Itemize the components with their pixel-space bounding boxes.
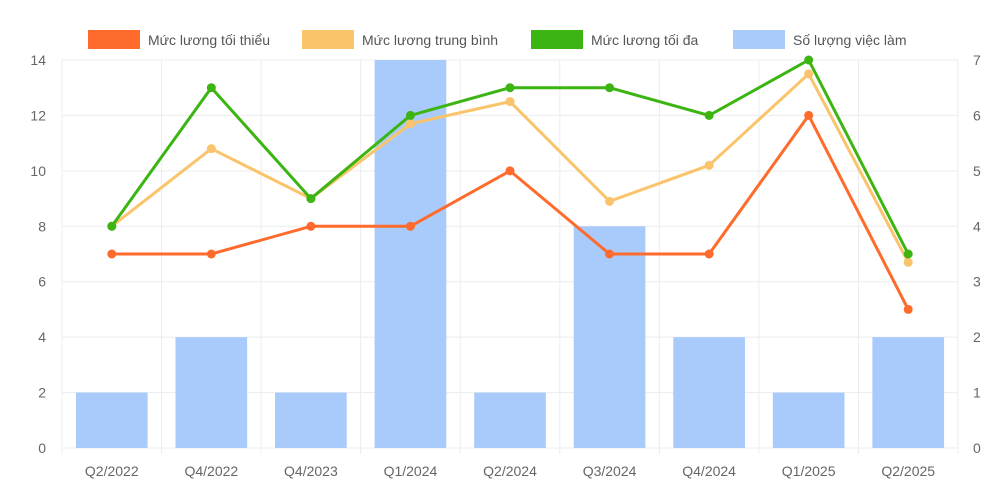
series-point: [605, 249, 615, 259]
y-right-tick-label: 1: [973, 385, 981, 401]
series-point: [605, 83, 615, 93]
y-left-tick-label: 8: [38, 218, 46, 234]
series-point: [405, 119, 415, 129]
legend-label[interactable]: Số lượng việc làm: [793, 32, 906, 48]
bar-jobs-count: [75, 392, 148, 448]
series-point: [804, 110, 814, 120]
y-right-tick-label: 0: [973, 440, 981, 456]
x-tick-label: Q2/2025: [881, 463, 935, 479]
x-tick-label: Q3/2024: [583, 463, 637, 479]
series-point: [704, 249, 714, 259]
series-point: [107, 249, 117, 259]
line-series: [107, 55, 913, 314]
series-point: [306, 221, 316, 231]
y-left-tick-label: 6: [38, 274, 46, 290]
y-right-tick-label: 7: [973, 52, 981, 68]
series-point: [505, 83, 515, 93]
legend: Mức lương tối thiểu Mức lương trung bình M…: [88, 30, 906, 49]
bar-jobs-count: [275, 392, 347, 448]
y-right-tick-label: 6: [973, 107, 981, 123]
series-point: [206, 144, 216, 154]
series-point: [505, 166, 515, 176]
legend-swatch[interactable]: [88, 30, 140, 49]
series-point: [405, 110, 415, 120]
series-line: [111, 113, 910, 311]
series-point: [704, 160, 714, 170]
series-point: [405, 221, 415, 231]
series-point: [804, 69, 814, 79]
y-right-tick-label: 4: [973, 218, 981, 234]
series-point: [903, 304, 913, 314]
bar-jobs-count: [175, 337, 248, 448]
x-tick-label: Q1/2025: [782, 463, 836, 479]
bar-jobs-count: [474, 392, 546, 448]
bar-jobs-count: [673, 337, 745, 448]
legend-label[interactable]: Mức lương tối đa: [591, 32, 699, 48]
x-tick-label: Q4/2022: [184, 463, 238, 479]
bar-jobs-count: [772, 392, 845, 448]
legend-label[interactable]: Mức lương tối thiểu: [148, 32, 270, 48]
legend-swatch[interactable]: [531, 30, 583, 49]
x-tick-label: Q1/2024: [384, 463, 438, 479]
y-left-tick-label: 10: [30, 163, 46, 179]
y-left-tick-label: 12: [30, 107, 46, 123]
y-right-tick-label: 3: [973, 274, 981, 290]
legend-label[interactable]: Mức lương trung bình: [362, 32, 498, 48]
x-tick-label: Q2/2024: [483, 463, 537, 479]
legend-swatch[interactable]: [302, 30, 354, 49]
series-point: [804, 55, 814, 65]
series-point: [903, 249, 913, 259]
y-left-tick-label: 0: [38, 440, 46, 456]
bar-jobs-count: [872, 337, 945, 448]
series-point: [605, 196, 615, 206]
series-point: [107, 221, 117, 231]
series-point: [903, 257, 913, 267]
series-point: [704, 110, 714, 120]
x-tick-label: Q4/2023: [284, 463, 338, 479]
bar-jobs-count: [573, 226, 646, 448]
y-right-tick-label: 2: [973, 329, 981, 345]
y-left-tick-label: 4: [38, 329, 46, 345]
series-point: [306, 194, 316, 204]
legend-swatch[interactable]: [733, 30, 785, 49]
series-point: [206, 249, 216, 259]
y-left-tick-label: 2: [38, 385, 46, 401]
x-tick-label: Q4/2024: [682, 463, 736, 479]
y-right-tick-label: 5: [973, 163, 981, 179]
x-tick-label: Q2/2022: [85, 463, 139, 479]
series-point: [505, 97, 515, 107]
bar-series: [75, 60, 945, 448]
y-left-tick-label: 14: [30, 52, 46, 68]
series-point: [206, 83, 216, 93]
